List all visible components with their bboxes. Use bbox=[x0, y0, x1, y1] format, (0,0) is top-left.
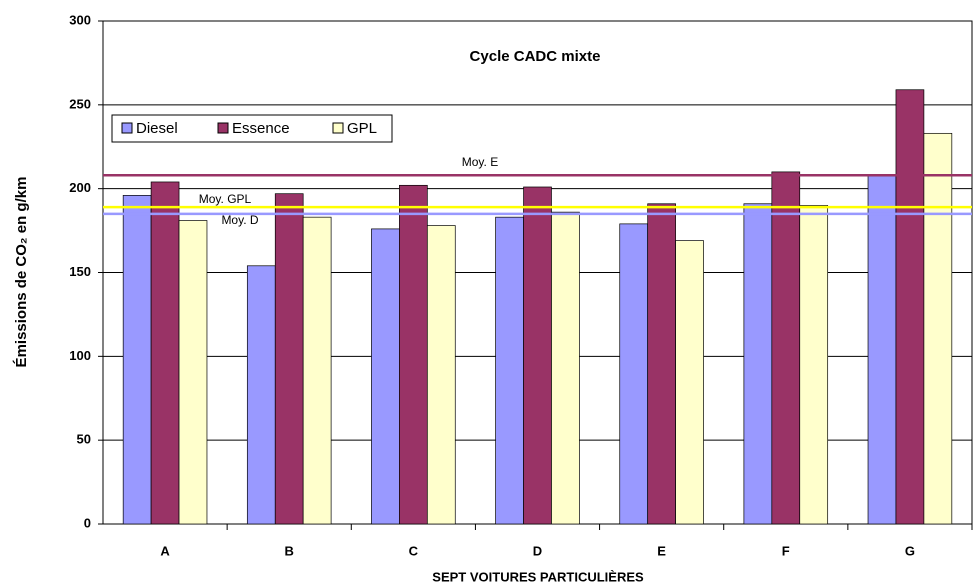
bar bbox=[302, 216, 332, 525]
chart-title: Cycle CADC mixte bbox=[470, 48, 601, 65]
x-tick-label: C bbox=[409, 543, 419, 558]
bar bbox=[274, 193, 304, 525]
bar bbox=[867, 174, 897, 525]
reference-label: Moy. GPL bbox=[199, 192, 252, 206]
bar bbox=[399, 184, 428, 525]
bar bbox=[551, 211, 580, 525]
bar bbox=[799, 205, 829, 525]
bar bbox=[426, 225, 456, 525]
x-tick-label: G bbox=[905, 543, 915, 558]
x-axis-label: SEPT VOITURES PARTICULIÈRES bbox=[432, 569, 644, 584]
y-tick-label: 200 bbox=[69, 180, 91, 195]
x-tick-label: A bbox=[160, 543, 170, 558]
y-tick-label: 150 bbox=[69, 264, 91, 279]
y-tick-label: 50 bbox=[77, 432, 91, 447]
reference-label: Moy. E bbox=[462, 155, 498, 169]
legend-label: Essence bbox=[232, 120, 290, 137]
bar bbox=[122, 195, 152, 525]
bar bbox=[371, 228, 400, 525]
legend-label: GPL bbox=[347, 120, 377, 137]
y-tick-label: 250 bbox=[69, 96, 91, 111]
legend-swatch bbox=[217, 122, 229, 134]
bar bbox=[771, 171, 801, 525]
x-tick-label: F bbox=[782, 543, 790, 558]
bar bbox=[523, 186, 552, 525]
bar bbox=[675, 240, 704, 525]
y-tick-label: 300 bbox=[69, 12, 91, 27]
bar bbox=[495, 216, 524, 525]
bar bbox=[246, 265, 276, 525]
x-tick-label: E bbox=[657, 543, 666, 558]
y-tick-label: 100 bbox=[69, 348, 91, 363]
legend-swatch bbox=[121, 122, 133, 134]
bar bbox=[647, 203, 676, 525]
reference-label: Moy. D bbox=[221, 213, 258, 227]
x-tick-label: D bbox=[533, 543, 542, 558]
x-tick-label: B bbox=[285, 543, 294, 558]
legend-label: Diesel bbox=[136, 120, 178, 137]
bar bbox=[178, 220, 208, 525]
bar bbox=[619, 223, 649, 525]
bar bbox=[743, 203, 773, 525]
y-tick-label: 0 bbox=[84, 515, 91, 530]
bar bbox=[923, 132, 953, 525]
y-axis-label: Émissions de CO₂ en g/km bbox=[13, 177, 30, 368]
legend-swatch bbox=[332, 122, 344, 134]
bar bbox=[150, 181, 180, 525]
bar bbox=[895, 89, 925, 525]
legend-box bbox=[111, 114, 393, 143]
